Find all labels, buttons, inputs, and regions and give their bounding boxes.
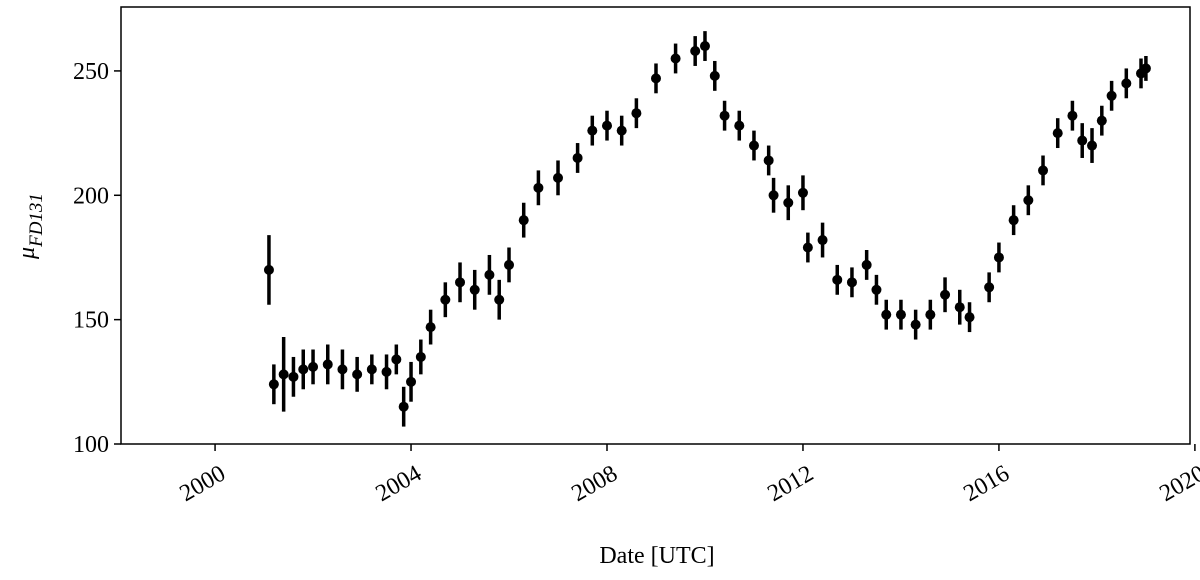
data-point — [288, 371, 299, 382]
data-point — [298, 364, 309, 375]
data-point — [278, 369, 289, 380]
data-point — [587, 125, 598, 136]
data-point — [940, 289, 951, 300]
x-tick-label: 2004 — [371, 461, 426, 508]
data-point — [415, 351, 426, 362]
data-point — [670, 53, 681, 64]
data-point — [381, 366, 392, 377]
data-point — [871, 284, 882, 295]
data-point — [391, 354, 402, 365]
data-point — [802, 242, 813, 253]
data-point — [494, 294, 505, 305]
x-tick-label: 2016 — [959, 461, 1014, 508]
data-point — [1087, 140, 1098, 151]
data-point — [709, 70, 720, 81]
data-point — [406, 376, 417, 387]
data-point — [763, 155, 774, 166]
data-point — [308, 361, 319, 372]
data-point — [984, 282, 995, 293]
data-point — [1077, 135, 1088, 146]
data-point — [601, 120, 612, 131]
data-point — [533, 182, 544, 193]
data-point — [455, 277, 466, 288]
data-point — [616, 125, 627, 136]
data-point — [1008, 215, 1019, 226]
data-point — [1038, 165, 1049, 176]
y-axis-symbol: μ — [14, 247, 40, 260]
data-point — [1096, 115, 1107, 126]
data-point — [699, 41, 710, 52]
x-tick-label: 2000 — [175, 461, 230, 508]
data-point — [469, 284, 480, 295]
data-point — [322, 359, 333, 370]
data-point — [954, 302, 965, 313]
data-point — [518, 215, 529, 226]
data-point — [504, 259, 515, 270]
data-point — [734, 120, 745, 131]
data-point — [352, 369, 363, 380]
data-point — [832, 274, 843, 285]
y-tick-label: 200 — [73, 183, 109, 209]
data-point — [993, 252, 1004, 263]
data-point — [572, 152, 583, 163]
data-point — [925, 309, 936, 320]
x-tick-label: 2008 — [567, 461, 622, 508]
data-point — [748, 140, 759, 151]
data-point — [440, 294, 451, 305]
data-point — [553, 172, 564, 183]
data-point — [650, 73, 661, 84]
y-axis-label: μFD131 — [14, 193, 47, 260]
y-tick-label: 250 — [73, 59, 109, 85]
data-point — [861, 259, 872, 270]
data-point — [817, 235, 828, 246]
data-point — [1052, 128, 1063, 139]
data-point — [366, 364, 377, 375]
data-point — [1023, 195, 1034, 206]
x-tick-label: 2020 — [1155, 461, 1200, 508]
plot-frame — [120, 6, 1191, 445]
data-point — [484, 269, 495, 280]
data-point — [846, 277, 857, 288]
data-point — [425, 322, 436, 333]
data-point — [337, 364, 348, 375]
data-point — [910, 319, 921, 330]
x-axis-label: Date [UTC] — [599, 543, 714, 569]
data-point — [690, 46, 701, 57]
x-tick-label: 2012 — [763, 461, 818, 508]
data-point — [881, 309, 892, 320]
data-point — [797, 187, 808, 198]
data-point — [719, 110, 730, 121]
data-point — [398, 401, 409, 412]
data-point — [1067, 110, 1078, 121]
y-tick-label: 100 — [73, 432, 109, 458]
data-point — [783, 197, 794, 208]
data-point — [895, 309, 906, 320]
y-axis-subscript: FD131 — [26, 193, 47, 248]
data-point — [1140, 63, 1151, 74]
data-point — [268, 379, 279, 390]
data-point — [631, 108, 642, 119]
data-point — [768, 190, 779, 201]
y-tick-label: 150 — [73, 308, 109, 334]
data-point — [964, 312, 975, 323]
data-point — [1121, 78, 1132, 89]
data-point — [263, 264, 274, 275]
data-point — [1106, 90, 1117, 101]
